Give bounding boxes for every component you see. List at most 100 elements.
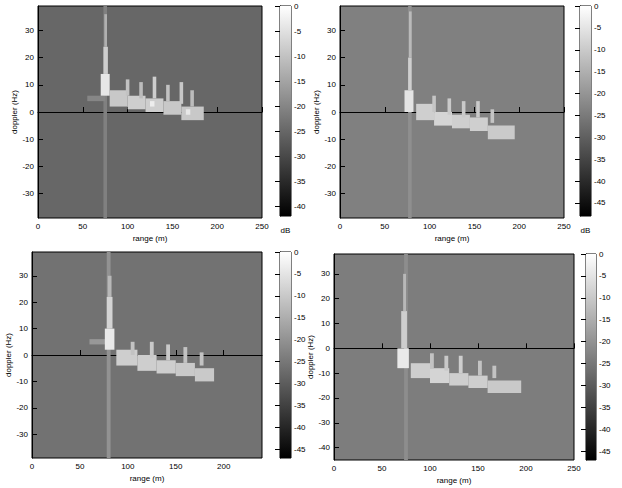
svg-text:0: 0 — [594, 2, 599, 11]
svg-text:-25: -25 — [599, 359, 611, 368]
svg-text:-40: -40 — [294, 423, 306, 432]
svg-text:100: 100 — [423, 464, 437, 473]
svg-text:doppler (Hz): doppler (Hz) — [312, 90, 321, 134]
svg-text:250: 250 — [567, 464, 581, 473]
svg-text:-10: -10 — [16, 377, 28, 386]
svg-text:150: 150 — [166, 222, 180, 231]
svg-text:doppler (Hz): doppler (Hz) — [4, 333, 13, 377]
svg-text:-10: -10 — [294, 291, 306, 300]
svg-text:-25: -25 — [294, 127, 306, 136]
svg-text:-30: -30 — [594, 133, 606, 142]
svg-text:30: 30 — [19, 271, 28, 280]
svg-text:-30: -30 — [294, 379, 306, 388]
svg-text:range (m): range (m) — [133, 234, 168, 243]
svg-text:-30: -30 — [22, 189, 34, 198]
svg-text:0: 0 — [338, 222, 343, 231]
svg-text:-40: -40 — [294, 202, 306, 211]
svg-text:-45: -45 — [599, 447, 611, 456]
svg-text:10: 10 — [25, 80, 34, 89]
svg-text:0: 0 — [294, 2, 299, 11]
svg-text:-20: -20 — [16, 403, 28, 412]
svg-text:range (m): range (m) — [130, 474, 165, 483]
svg-text:-20: -20 — [318, 393, 330, 402]
svg-text:0: 0 — [332, 108, 337, 117]
svg-text:0: 0 — [36, 222, 41, 231]
svg-text:10: 10 — [327, 80, 336, 89]
svg-text:100: 100 — [121, 462, 135, 471]
svg-text:-20: -20 — [324, 162, 336, 171]
svg-text:0: 0 — [326, 344, 331, 353]
svg-text:0: 0 — [332, 464, 337, 473]
svg-text:-25: -25 — [294, 357, 306, 366]
svg-text:-30: -30 — [16, 430, 28, 439]
svg-text:30: 30 — [25, 26, 34, 35]
svg-text:200: 200 — [211, 222, 225, 231]
svg-text:20: 20 — [321, 294, 330, 303]
svg-text:150: 150 — [169, 462, 183, 471]
svg-text:-10: -10 — [599, 293, 611, 302]
svg-text:dB: dB — [581, 226, 591, 235]
svg-text:0: 0 — [24, 351, 29, 360]
svg-text:50: 50 — [380, 222, 389, 231]
svg-text:-10: -10 — [22, 135, 34, 144]
svg-text:30: 30 — [321, 269, 330, 278]
svg-text:0: 0 — [30, 462, 35, 471]
svg-text:-20: -20 — [294, 102, 306, 111]
svg-text:-40: -40 — [599, 425, 611, 434]
svg-text:-30: -30 — [318, 418, 330, 427]
svg-text:150: 150 — [471, 464, 485, 473]
svg-text:200: 200 — [513, 222, 527, 231]
svg-text:20: 20 — [19, 298, 28, 307]
svg-text:-5: -5 — [294, 269, 302, 278]
svg-text:100: 100 — [423, 222, 437, 231]
svg-text:doppler (Hz): doppler (Hz) — [10, 90, 19, 134]
svg-text:-35: -35 — [294, 177, 306, 186]
svg-text:dB: dB — [281, 226, 291, 235]
svg-text:-20: -20 — [294, 335, 306, 344]
svg-text:-10: -10 — [294, 52, 306, 61]
svg-text:-15: -15 — [294, 313, 306, 322]
svg-text:-30: -30 — [294, 152, 306, 161]
svg-text:200: 200 — [519, 464, 533, 473]
svg-text:-35: -35 — [599, 403, 611, 412]
svg-text:-10: -10 — [318, 369, 330, 378]
svg-text:50: 50 — [378, 464, 387, 473]
svg-text:-45: -45 — [594, 198, 606, 207]
svg-text:-10: -10 — [324, 135, 336, 144]
svg-text:-5: -5 — [599, 271, 607, 280]
svg-text:-35: -35 — [294, 401, 306, 410]
svg-text:-30: -30 — [324, 189, 336, 198]
svg-text:50: 50 — [75, 462, 84, 471]
svg-text:-20: -20 — [22, 162, 34, 171]
svg-text:0: 0 — [30, 108, 35, 117]
svg-text:-30: -30 — [599, 381, 611, 390]
svg-text:30: 30 — [327, 26, 336, 35]
svg-text:-20: -20 — [594, 89, 606, 98]
svg-text:20: 20 — [327, 53, 336, 62]
svg-text:doppler (Hz): doppler (Hz) — [306, 335, 315, 379]
svg-text:200: 200 — [217, 462, 231, 471]
svg-text:-10: -10 — [594, 45, 606, 54]
svg-text:-40: -40 — [318, 443, 330, 452]
svg-text:-45: -45 — [294, 445, 306, 454]
svg-text:0: 0 — [599, 250, 604, 259]
svg-text:-25: -25 — [594, 111, 606, 120]
svg-text:-15: -15 — [599, 315, 611, 324]
svg-text:-20: -20 — [599, 337, 611, 346]
svg-text:0: 0 — [294, 248, 299, 257]
svg-text:range (m): range (m) — [435, 234, 470, 243]
svg-text:-15: -15 — [294, 77, 306, 86]
svg-text:-15: -15 — [594, 67, 606, 76]
svg-text:250: 250 — [255, 222, 269, 231]
svg-text:150: 150 — [468, 222, 482, 231]
svg-text:-40: -40 — [594, 177, 606, 186]
svg-text:-5: -5 — [294, 27, 302, 36]
svg-text:-35: -35 — [594, 155, 606, 164]
svg-text:50: 50 — [78, 222, 87, 231]
svg-text:20: 20 — [25, 53, 34, 62]
svg-text:250: 250 — [557, 222, 571, 231]
svg-text:range (m): range (m) — [437, 476, 472, 485]
svg-text:100: 100 — [121, 222, 135, 231]
svg-text:-5: -5 — [594, 23, 602, 32]
svg-text:10: 10 — [321, 319, 330, 328]
